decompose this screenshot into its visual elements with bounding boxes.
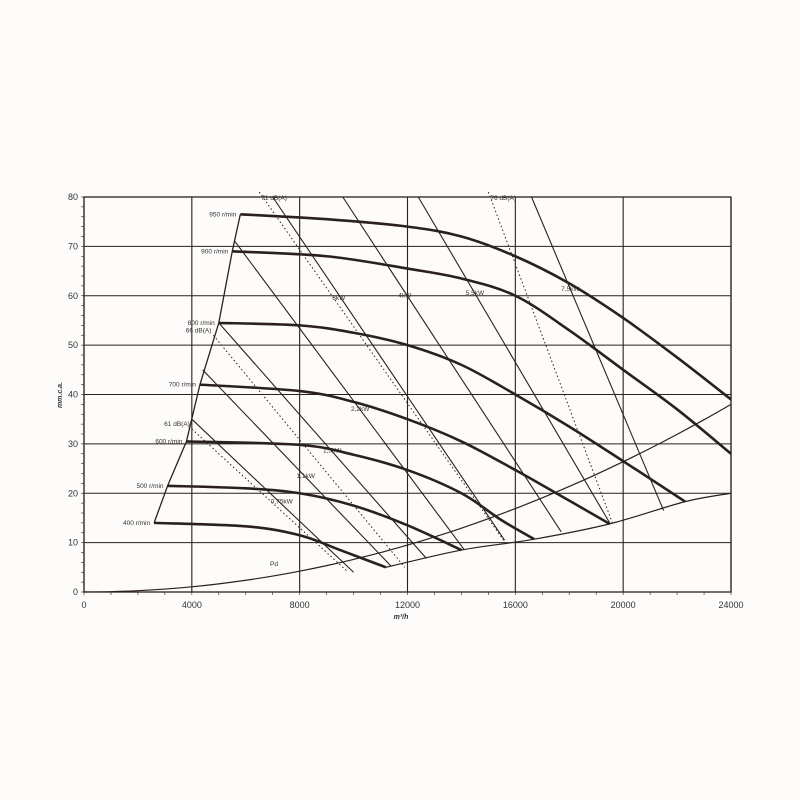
speed-curve-label: 400 r/min [123,520,150,527]
speed-curve [186,440,535,541]
noise-line [487,191,613,524]
speed-curve [154,521,387,569]
speed-curve [199,383,611,525]
power-line-label: 3kW [332,295,346,302]
lower-limit-line [385,492,732,568]
x-tick-label: 8000 [290,600,310,610]
power-line [218,322,427,559]
y-tick-label: 50 [68,340,78,350]
speed-curve [218,321,686,503]
y-tick-label: 60 [68,291,78,301]
y-tick-label: 70 [68,241,78,251]
left-limit-line [153,214,241,524]
x-tick-label: 0 [81,600,86,610]
x-tick-label: 12000 [395,600,420,610]
y-tick-label: 40 [68,390,78,400]
speed-curve-label: 700 r/min [169,382,196,389]
y-tick-label: 80 [68,192,78,202]
speed-curve [240,212,732,401]
power-line [417,196,611,524]
power-line [531,196,665,511]
power-line [342,196,562,533]
x-axis-label: m³/h [394,614,409,621]
speed-curve-label: 900 r/min [201,248,228,255]
power-line-label: 1,1kW [296,473,315,480]
speed-curve-label: 950 r/min [209,211,236,218]
power-line-label: 0,75kW [271,498,294,505]
x-tick-label: 4000 [182,600,202,610]
speed-curve [232,250,732,455]
plot-frame [83,196,732,593]
x-tick-label: 16000 [503,600,528,610]
power-line-label: 4kW [398,292,412,299]
noise-line [191,428,349,573]
power-line-label: 7,5kW [561,286,580,293]
power-line [202,369,392,567]
y-tick-label: 0 [73,587,78,597]
power-line-label: 5,5kW [466,290,485,297]
noise-line [213,334,406,568]
speed-curve-label: 500 r/min [136,483,163,490]
x-tick-label: 20000 [611,600,636,610]
noise-line-label: 66 dB(A) [186,327,212,334]
power-line-label: 2,2kW [351,406,370,413]
y-axis-label: mm.c.a. [57,382,64,408]
speed-curve [167,484,462,552]
power-line [234,241,465,550]
noise-line-label: 76 dB(A) [490,195,516,202]
noise-line-label: 61 dB(A) [164,421,190,428]
power-line [191,418,354,573]
x-tick-label: 24000 [718,600,743,610]
y-tick-label: 10 [68,538,78,548]
y-tick-label: 30 [68,439,78,449]
y-tick-label: 20 [68,488,78,498]
speed-curve-label: 800 r/min [188,320,215,327]
pd-label: Pd [270,561,278,568]
speed-curve-label: 600 r/min [155,438,182,445]
